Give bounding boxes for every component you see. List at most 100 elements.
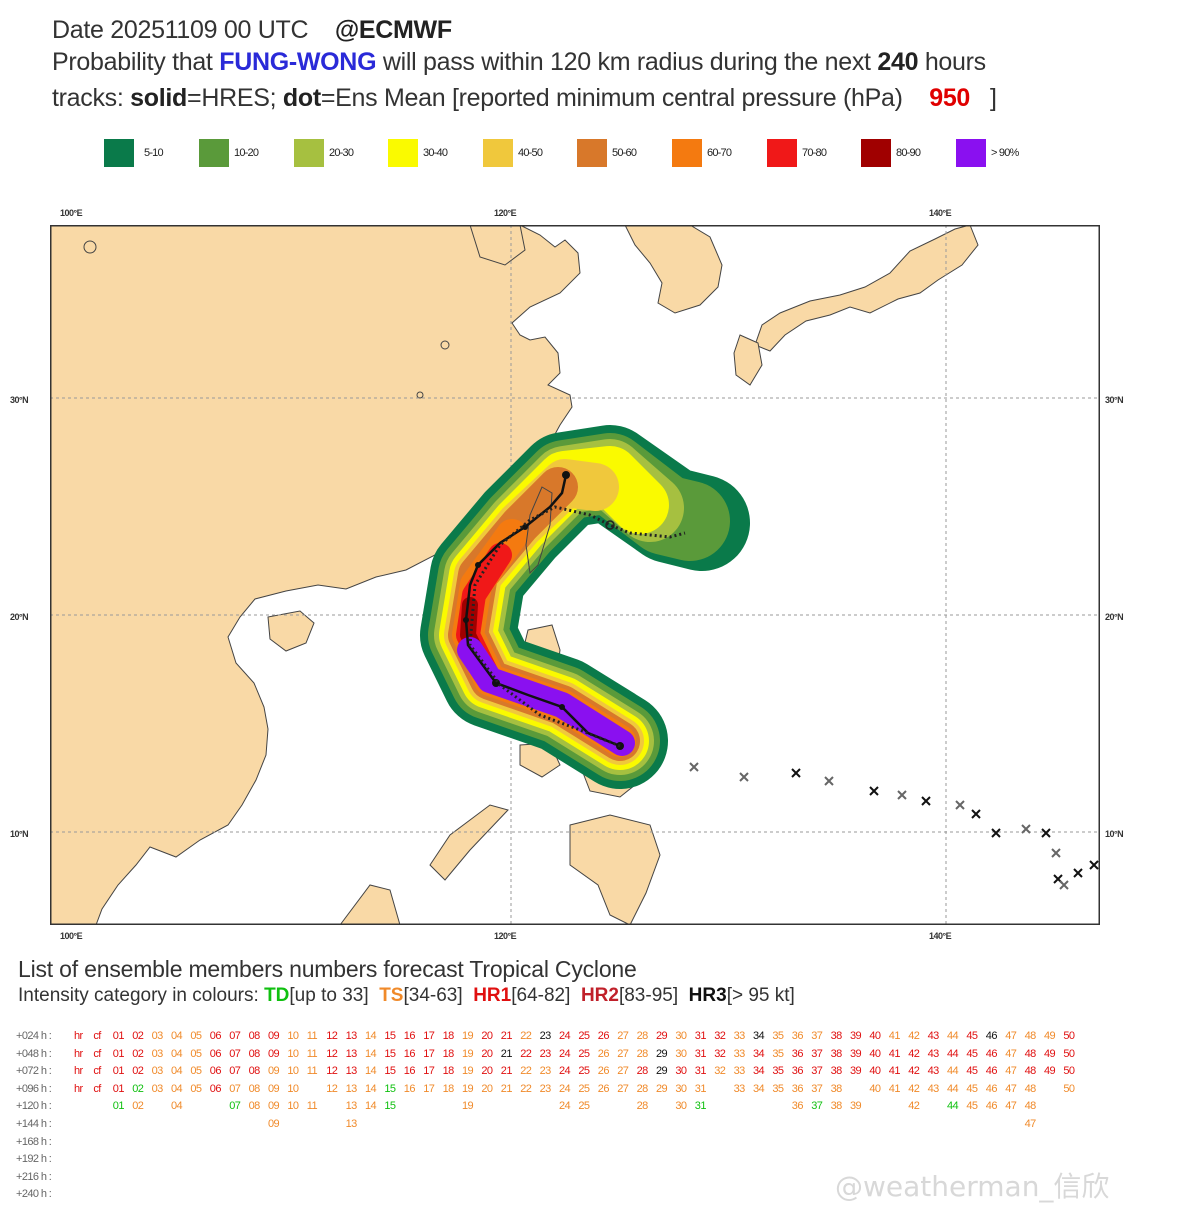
legend-swatch-6 <box>577 139 607 167</box>
watermark: @weatherman_信欣 <box>835 1170 1110 1203</box>
legend-swatch-9 <box>861 139 891 167</box>
legend-label-10: > 90% <box>991 147 1019 159</box>
cat-hr1-range: [64-82] <box>511 985 571 1006</box>
header-tracks-line: tracks: solid=HRES; dot=Ens Mean [report… <box>52 84 997 113</box>
member-number: 17 <box>423 1082 435 1095</box>
member-number: 07 <box>229 1030 241 1042</box>
row-lead-time: +048 h : <box>16 1047 52 1060</box>
member-number: 09 <box>268 1100 280 1113</box>
prob-middle: will pass within 120 km radius during th… <box>376 48 878 76</box>
member-number: 49 <box>1044 1030 1056 1042</box>
member-number: 04 <box>171 1030 183 1042</box>
member-number: 15 <box>384 1065 396 1078</box>
hainan-island <box>267 610 315 652</box>
member-number: 46 <box>985 1082 998 1095</box>
member-number: 09 <box>268 1082 280 1095</box>
row-lead-time: +072 h : <box>16 1065 52 1078</box>
member-number: 50 <box>1063 1082 1075 1095</box>
map-frame <box>50 225 1100 925</box>
member-number: 24 <box>559 1047 571 1060</box>
member-number: 05 <box>190 1030 202 1042</box>
member-number: 27 <box>617 1030 629 1042</box>
member-number: 45 <box>966 1065 978 1078</box>
member-number: 35 <box>772 1082 784 1095</box>
member-number: 05 <box>190 1047 202 1060</box>
member-number: 30 <box>675 1047 687 1060</box>
member-number: 11 <box>306 1100 318 1113</box>
borneo-coast <box>339 884 401 925</box>
member-number: 23 <box>539 1065 552 1078</box>
member-number: 41 <box>888 1030 901 1042</box>
member-number: 07 <box>229 1100 241 1113</box>
member-number: 37 <box>811 1030 823 1042</box>
member-number: 19 <box>462 1030 474 1042</box>
member-number: 42 <box>908 1047 920 1060</box>
lat-label-10n-left: 10°N <box>10 829 29 839</box>
member-number: 01 <box>112 1082 125 1095</box>
member-number: 21 <box>500 1065 513 1078</box>
member-number: cf <box>93 1065 101 1078</box>
member-number: 36 <box>791 1065 804 1078</box>
member-number: 48 <box>1024 1065 1037 1078</box>
member-number: 24 <box>559 1100 571 1113</box>
member-number: 02 <box>132 1030 144 1042</box>
member-number: 20 <box>481 1047 493 1060</box>
member-number: 41 <box>888 1082 901 1095</box>
member-number: 08 <box>248 1100 261 1113</box>
member-number: 34 <box>753 1047 765 1060</box>
kyushu-island <box>733 334 763 386</box>
member-number: 33 <box>733 1065 746 1078</box>
member-number: 32 <box>714 1047 726 1060</box>
member-number: 26 <box>597 1047 610 1060</box>
member-number: 44 <box>947 1100 959 1113</box>
member-number: 18 <box>442 1065 455 1078</box>
member-number: 19 <box>462 1065 474 1078</box>
member-number: 15 <box>384 1100 396 1113</box>
member-number: 33 <box>733 1047 746 1060</box>
lat-label-20n-left: 20°N <box>10 612 29 622</box>
header-probability-line: Probability that FUNG-WONG will pass wit… <box>52 48 986 77</box>
member-number: 42 <box>908 1065 920 1078</box>
member-number: 37 <box>811 1100 823 1113</box>
member-number: 14 <box>365 1100 377 1113</box>
member-number: 43 <box>927 1065 940 1078</box>
member-number: 16 <box>403 1047 416 1060</box>
member-number: 38 <box>830 1082 843 1095</box>
lon-label-140e-bottom: 140°E <box>929 931 952 941</box>
member-number: 39 <box>850 1030 862 1042</box>
member-number: 27 <box>617 1082 629 1095</box>
member-number: 17 <box>423 1030 435 1042</box>
member-number: 08 <box>248 1047 261 1060</box>
member-number: 36 <box>791 1082 804 1095</box>
member-number: 04 <box>171 1065 183 1078</box>
member-number: 06 <box>209 1082 222 1095</box>
cat-hr3-code: HR3 <box>688 985 727 1006</box>
member-number: 25 <box>578 1047 590 1060</box>
member-number: 04 <box>171 1047 183 1060</box>
member-number: 28 <box>636 1030 649 1042</box>
member-number: 47 <box>1005 1030 1017 1042</box>
member-number: 15 <box>384 1030 396 1042</box>
member-number: 13 <box>345 1065 358 1078</box>
member-number: 01 <box>112 1047 125 1060</box>
prob-prefix: Probability that <box>52 48 220 76</box>
member-number: 28 <box>636 1065 649 1078</box>
lat-label-30n-right: 30°N <box>1105 395 1124 405</box>
member-number: 23 <box>539 1082 552 1095</box>
member-number: 30 <box>675 1065 687 1078</box>
member-number: 32 <box>714 1065 726 1078</box>
row-lead-time: +096 h : <box>16 1082 52 1095</box>
storm-name: FUNG-WONG <box>219 48 377 76</box>
member-number: 49 <box>1044 1065 1056 1078</box>
member-number: 10 <box>287 1082 299 1095</box>
member-number: 12 <box>326 1065 338 1078</box>
date-text: Date 20251109 00 UTC <box>52 16 309 44</box>
member-number: 24 <box>559 1030 571 1042</box>
member-number: 12 <box>326 1047 338 1060</box>
member-number: 45 <box>966 1047 978 1060</box>
member-number: 29 <box>656 1065 668 1078</box>
member-number: 07 <box>229 1047 241 1060</box>
hres-track-points <box>463 471 624 750</box>
member-number: 31 <box>694 1030 707 1042</box>
member-number: 02 <box>132 1100 144 1113</box>
